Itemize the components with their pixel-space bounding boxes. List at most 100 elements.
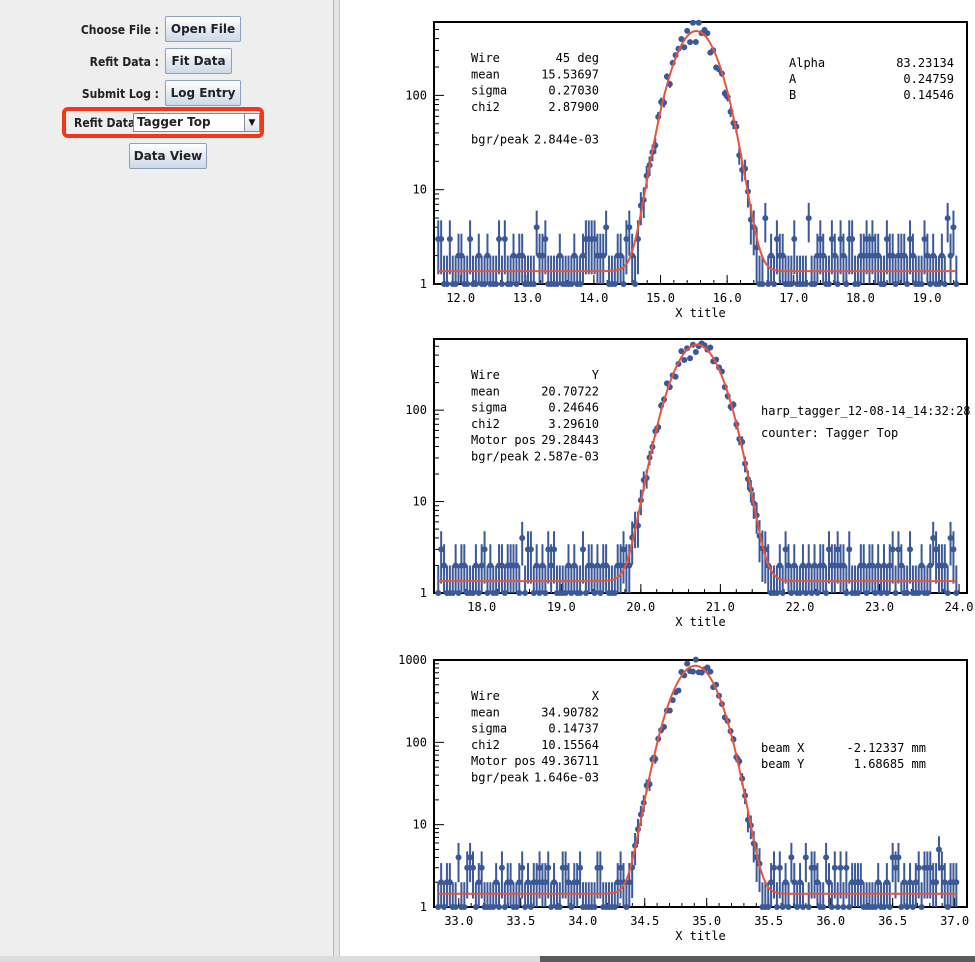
data-point xyxy=(611,904,618,910)
data-point xyxy=(927,864,934,871)
data-point xyxy=(938,252,945,259)
x-tick-label: 37.0 xyxy=(940,914,969,928)
data-point xyxy=(904,904,911,910)
data-point xyxy=(539,562,546,569)
data-point xyxy=(519,534,526,541)
data-point xyxy=(927,562,934,569)
x-tick-label: 19.0 xyxy=(547,600,576,614)
data-point xyxy=(475,879,482,886)
data-point xyxy=(771,864,778,871)
data-point xyxy=(551,879,558,886)
data-point xyxy=(869,236,876,243)
data-point xyxy=(556,904,563,910)
data-point xyxy=(452,562,459,569)
log-entry-button[interactable]: Log Entry xyxy=(165,80,241,106)
data-point xyxy=(467,854,474,861)
data-point xyxy=(866,252,873,259)
data-point xyxy=(944,215,951,222)
data-point xyxy=(678,348,685,355)
data-point xyxy=(828,236,835,243)
fit-curve xyxy=(438,343,957,583)
data-point xyxy=(582,590,589,596)
chevron-down-icon[interactable]: ▼ xyxy=(244,114,259,131)
data-point xyxy=(909,904,916,910)
data-point xyxy=(475,252,482,259)
data-point xyxy=(704,664,711,671)
stat-value: 0.14737 xyxy=(548,722,599,736)
data-view-button[interactable]: Data View xyxy=(129,143,207,169)
x-tick-label: 18.0 xyxy=(467,600,496,614)
x-tick-label: 15.0 xyxy=(646,291,675,305)
data-point xyxy=(828,904,835,910)
data-point xyxy=(785,562,792,569)
stat-key: bgr/peak xyxy=(471,771,530,785)
data-point xyxy=(768,879,775,886)
data-point xyxy=(597,590,604,596)
data-point xyxy=(435,904,442,910)
data-point xyxy=(825,546,832,553)
data-point xyxy=(507,879,514,886)
data-point xyxy=(568,281,575,287)
data-point xyxy=(863,236,870,243)
data-point xyxy=(467,236,474,243)
data-point xyxy=(626,879,633,886)
data-point xyxy=(802,590,809,596)
open-file-button[interactable]: Open File xyxy=(165,16,241,42)
data-point xyxy=(588,562,595,569)
y-tick-label: 10 xyxy=(413,495,427,509)
data-point xyxy=(603,562,610,569)
data-point xyxy=(493,281,500,287)
data-point xyxy=(886,904,893,910)
x-tick-label: 17.0 xyxy=(779,291,808,305)
stat-key: Wire xyxy=(471,51,500,65)
data-point xyxy=(953,879,960,886)
data-point xyxy=(883,879,890,886)
data-point xyxy=(805,562,812,569)
stat-value: 83.23134 xyxy=(896,56,954,70)
data-point xyxy=(513,904,520,910)
data-point xyxy=(779,904,786,910)
data-point xyxy=(493,879,500,886)
x-tick-label: 33.5 xyxy=(506,914,535,928)
data-point xyxy=(496,236,503,243)
data-point xyxy=(519,252,526,259)
data-point xyxy=(684,660,691,667)
data-point xyxy=(536,864,543,871)
data-point xyxy=(496,904,503,910)
data-point xyxy=(950,546,957,553)
data-point xyxy=(944,590,951,596)
data-point xyxy=(762,215,769,222)
data-point xyxy=(797,590,804,596)
data-point xyxy=(556,252,563,259)
data-point xyxy=(930,534,937,541)
data-point xyxy=(591,590,598,596)
data-point xyxy=(626,562,633,569)
x-tick-label: 21.0 xyxy=(706,600,735,614)
harp-plot-2: 18.0 19.0 20.0 21.0 22.0 23.0 24.0 X title 1 10 10… xyxy=(405,338,973,629)
data-point xyxy=(689,19,696,26)
data-point xyxy=(579,546,586,553)
data-point xyxy=(441,562,448,569)
x-tick-label: 20.0 xyxy=(626,600,655,614)
data-point xyxy=(857,879,864,886)
data-point xyxy=(941,879,948,886)
submit-log-label: Submit Log : xyxy=(81,87,159,101)
refit-select-label: Refit Data : xyxy=(74,116,144,130)
data-point xyxy=(551,546,558,553)
fit-data-button[interactable]: Fit Data xyxy=(165,48,232,74)
data-point xyxy=(834,546,841,553)
data-point xyxy=(548,562,555,569)
data-point xyxy=(854,590,861,596)
data-point xyxy=(438,879,445,886)
data-point xyxy=(498,864,505,871)
data-point xyxy=(915,864,922,871)
data-point xyxy=(921,236,928,243)
x-tick-label: 23.0 xyxy=(865,600,894,614)
data-point xyxy=(823,590,830,596)
data-point xyxy=(889,854,896,861)
stat-key: beam Y xyxy=(761,757,805,771)
split-pane-divider[interactable] xyxy=(334,0,340,962)
refit-dropdown[interactable]: Tagger Top ▼ xyxy=(133,113,260,132)
x-tick-label: 35.5 xyxy=(754,914,783,928)
data-point xyxy=(493,590,500,596)
